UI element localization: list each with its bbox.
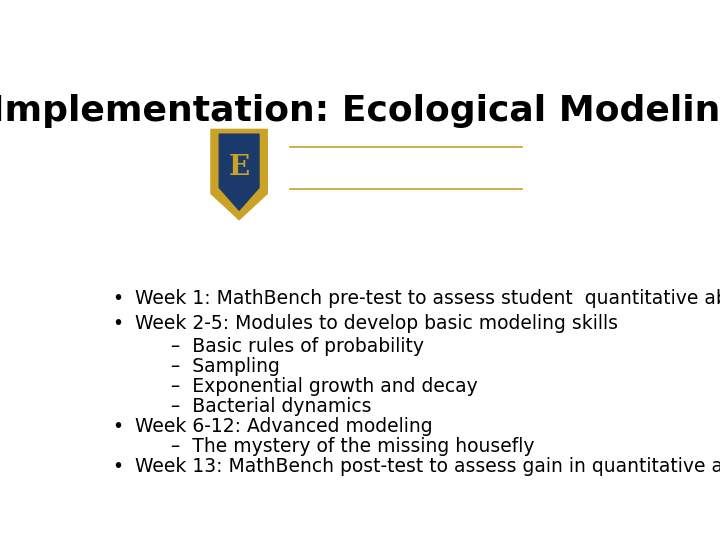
Text: •: • <box>112 457 123 476</box>
Text: •: • <box>112 314 123 333</box>
Text: Week 1: MathBench pre-test to assess student  quantitative abilities: Week 1: MathBench pre-test to assess stu… <box>135 289 720 308</box>
Polygon shape <box>211 130 267 220</box>
Text: U N I V E R S I T Y: U N I V E R S I T Y <box>354 191 445 201</box>
Polygon shape <box>220 134 259 210</box>
Text: Implementation: Ecological Modeling: Implementation: Ecological Modeling <box>0 94 720 128</box>
Text: •: • <box>112 289 123 308</box>
Text: –  Bacterial dynamics: – Bacterial dynamics <box>171 397 372 416</box>
Text: –  Exponential growth and decay: – Exponential growth and decay <box>171 377 477 396</box>
Text: Week 2-5: Modules to develop basic modeling skills: Week 2-5: Modules to develop basic model… <box>135 314 618 333</box>
Text: –  The mystery of the missing housefly: – The mystery of the missing housefly <box>171 437 534 456</box>
Text: Week 13: MathBench post-test to assess gain in quantitative abilities: Week 13: MathBench post-test to assess g… <box>135 457 720 476</box>
Text: E: E <box>228 154 250 181</box>
Text: –  Basic rules of probability: – Basic rules of probability <box>171 337 424 356</box>
Text: Week 6-12: Advanced modeling: Week 6-12: Advanced modeling <box>135 417 432 436</box>
Text: EAST TENNESSEE STATE: EAST TENNESSEE STATE <box>306 130 493 144</box>
Text: –  Sampling: – Sampling <box>171 357 280 376</box>
Text: •: • <box>112 417 123 436</box>
